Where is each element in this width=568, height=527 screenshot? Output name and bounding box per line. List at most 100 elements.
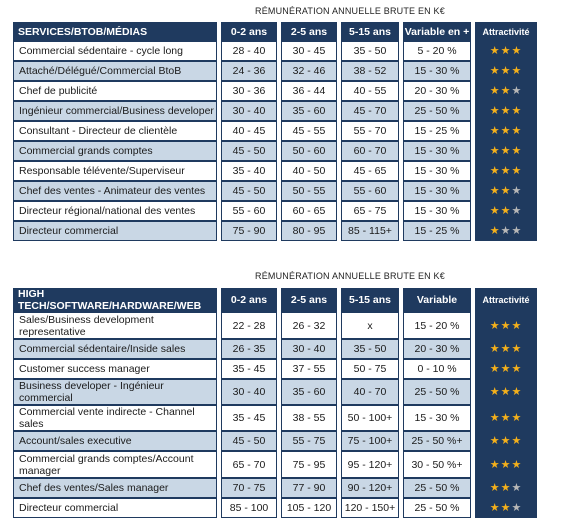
star-empty-icon: ★ [511,185,523,197]
star-filled-icon: ★ [489,363,501,375]
salary-0-2: 35 - 40 [221,161,277,181]
salary-0-2: 45 - 50 [221,181,277,201]
salary-2-5: 75 - 95 [281,451,337,478]
salary-2-5: 36 - 44 [281,81,337,101]
attractivite-rating: ★★★ [475,141,537,161]
column-header: Variable en + [403,22,471,41]
star-filled-icon: ★ [500,125,512,137]
attractivite-rating: ★★★ [475,41,537,61]
salary-0-2: 30 - 40 [221,379,277,405]
salary-0-2: 30 - 36 [221,81,277,101]
star-filled-icon: ★ [489,435,501,447]
star-filled-icon: ★ [500,145,512,157]
variable-pay: 15 - 30 % [403,405,471,431]
job-title: Directeur régional/national des ventes [13,201,217,221]
table-row: Commercial vente indirecte - Channel sal… [13,405,537,431]
column-header: 5-15 ans [341,22,399,41]
category-header: SERVICES/BTOB/MÉDIAS [13,22,217,41]
job-title: Attaché/Délégué/Commercial BtoB [13,61,217,81]
salary-5-15: 55 - 70 [341,121,399,141]
attractivite-rating: ★★★ [475,359,537,379]
attractivite-rating: ★★★ [475,339,537,359]
attractivite-rating: ★★★ [475,221,537,241]
star-filled-icon: ★ [489,65,501,77]
table-row: Attaché/Délégué/Commercial BtoB 24 - 36 32… [13,61,537,81]
salary-5-15: 50 - 100+ [341,405,399,431]
column-header: 2-5 ans [281,288,337,312]
job-title: Consultant - Directeur de clientèle [13,121,217,141]
star-filled-icon: ★ [511,65,523,77]
table-row: Chef des ventes - Animateur des ventes 45… [13,181,537,201]
table-row: Directeur régional/national des ventes 55… [13,201,537,221]
star-empty-icon: ★ [511,85,523,97]
attractivite-rating: ★★★ [475,201,537,221]
salary-5-15: 38 - 52 [341,61,399,81]
variable-pay: 25 - 50 % [403,379,471,405]
star-filled-icon: ★ [511,45,523,57]
salary-0-2: 22 - 28 [221,312,277,339]
variable-pay: 25 - 50 % [403,101,471,121]
header-row: HIGH TECH/SOFTWARE/HARDWARE/WEB 0-2 ans 2-… [13,288,537,312]
star-filled-icon: ★ [511,319,523,332]
star-filled-icon: ★ [500,458,512,471]
attractivite-rating: ★★★ [475,379,537,405]
table-row: Chef de publicité 30 - 36 36 - 44 40 - 55 20… [13,81,537,101]
table-row: Responsable télévente/Superviseur 35 - 40… [13,161,537,181]
star-filled-icon: ★ [511,412,523,424]
attractivite-rating: ★★★ [475,312,537,339]
variable-pay: 15 - 30 % [403,161,471,181]
star-filled-icon: ★ [489,319,501,332]
job-title: Commercial vente indirecte - Channel sal… [13,405,217,431]
salary-0-2: 65 - 70 [221,451,277,478]
salary-2-5: 80 - 95 [281,221,337,241]
job-title: Commercial grands comptes [13,141,217,161]
salary-0-2: 70 - 75 [221,478,277,498]
table-row: Commercial sédentaire - cycle long 28 - 4… [13,41,537,61]
attractivite-rating: ★★★ [475,498,537,518]
job-title: Commercial grands comptes/Account manage… [13,451,217,478]
salary-2-5: 77 - 90 [281,478,337,498]
star-filled-icon: ★ [489,45,501,57]
salary-5-15: 45 - 65 [341,161,399,181]
attractivite-rating: ★★★ [475,161,537,181]
star-filled-icon: ★ [511,145,523,157]
variable-pay: 15 - 30 % [403,141,471,161]
job-title: Commercial sédentaire/Inside sales [13,339,217,359]
category-header: HIGH TECH/SOFTWARE/HARDWARE/WEB [13,288,217,312]
salary-5-15: 50 - 75 [341,359,399,379]
salary-2-5: 32 - 46 [281,61,337,81]
star-filled-icon: ★ [489,482,501,494]
salary-2-5: 37 - 55 [281,359,337,379]
variable-pay: 25 - 50 % [403,498,471,518]
salary-0-2: 45 - 50 [221,141,277,161]
variable-pay: 20 - 30 % [403,81,471,101]
variable-pay: 15 - 30 % [403,61,471,81]
salary-5-15: 35 - 50 [341,339,399,359]
table-row: Account/sales executive 45 - 50 55 - 75 75 … [13,431,537,451]
attractivite-rating: ★★★ [475,431,537,451]
star-filled-icon: ★ [489,225,501,237]
star-filled-icon: ★ [489,502,501,514]
salary-0-2: 35 - 45 [221,359,277,379]
star-filled-icon: ★ [511,458,523,471]
star-filled-icon: ★ [511,363,523,375]
table-row: Directeur commercial 75 - 90 80 - 95 85 - 1… [13,221,537,241]
job-title: Chef des ventes - Animateur des ventes [13,181,217,201]
salary-2-5: 45 - 55 [281,121,337,141]
header-row: SERVICES/BTOB/MÉDIAS 0-2 ans 2-5 ans 5-15 a… [13,22,537,41]
attractivite-header: Attractivité [475,22,537,41]
star-filled-icon: ★ [489,185,501,197]
star-filled-icon: ★ [500,319,512,332]
salary-0-2: 55 - 60 [221,201,277,221]
salary-2-5: 55 - 75 [281,431,337,451]
salary-5-15: 45 - 70 [341,101,399,121]
star-filled-icon: ★ [489,85,501,97]
attractivite-rating: ★★★ [475,61,537,81]
salary-5-15: 75 - 100+ [341,431,399,451]
attractivite-rating: ★★★ [475,405,537,431]
star-filled-icon: ★ [511,105,523,117]
salary-0-2: 24 - 36 [221,61,277,81]
job-title: Directeur commercial [13,498,217,518]
star-filled-icon: ★ [500,482,512,494]
star-filled-icon: ★ [511,386,523,398]
